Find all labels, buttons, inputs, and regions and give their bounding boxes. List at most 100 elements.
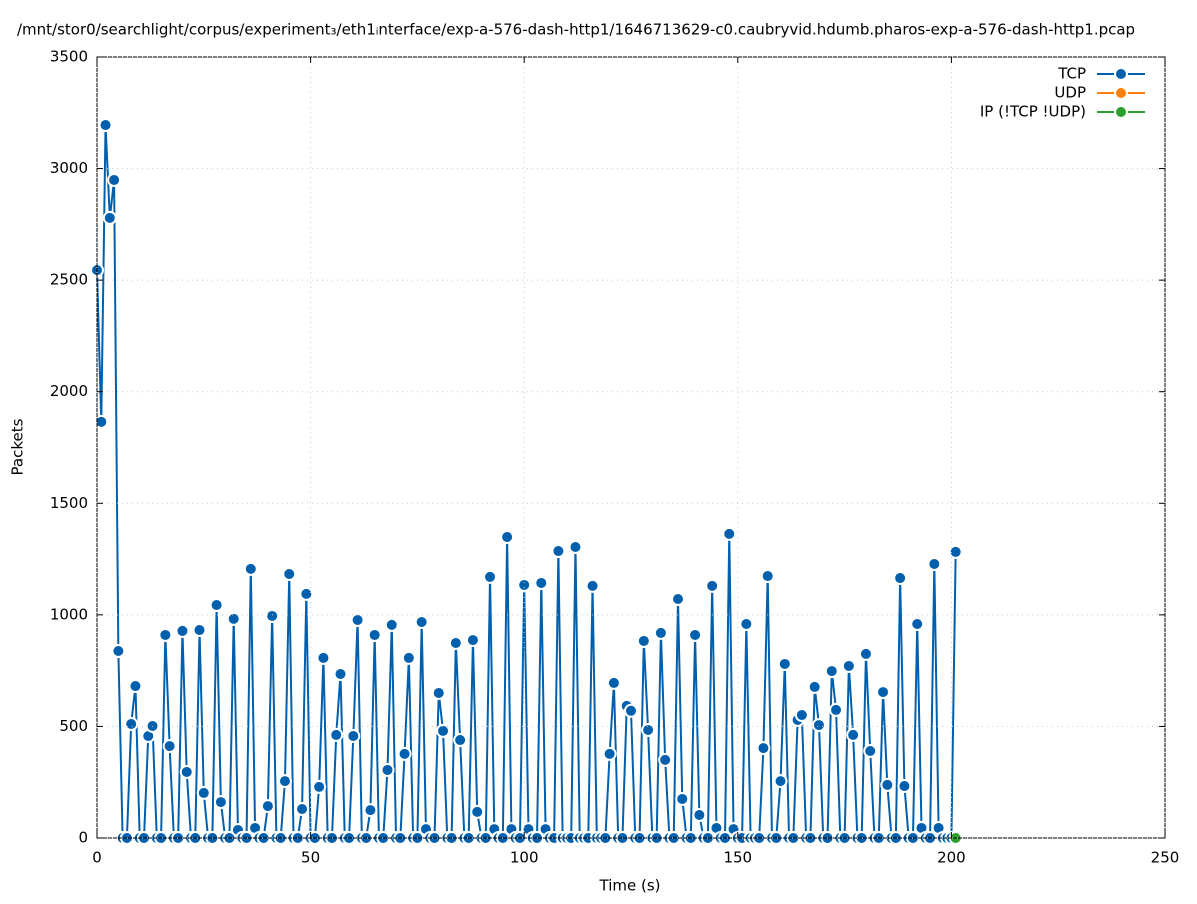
data-point <box>841 658 856 673</box>
data-point <box>436 723 451 738</box>
data-point <box>568 540 583 555</box>
data-point <box>312 779 327 794</box>
data-point <box>641 722 656 737</box>
x-tick-label: 200 <box>937 849 966 867</box>
data-point <box>585 578 600 593</box>
data-point <box>658 752 673 767</box>
x-tick-label: 50 <box>301 849 320 867</box>
data-point <box>846 727 861 742</box>
data-point <box>380 762 395 777</box>
data-point <box>794 708 809 723</box>
data-point <box>858 646 873 661</box>
data-point <box>179 764 194 779</box>
data-point <box>243 561 258 576</box>
data-point <box>384 617 399 632</box>
x-tick-label: 150 <box>723 849 752 867</box>
data-point <box>299 586 314 601</box>
data-point <box>363 803 378 818</box>
y-tick-label: 500 <box>59 717 88 735</box>
data-point <box>431 685 446 700</box>
data-point <box>829 702 844 717</box>
x-tick-label: 250 <box>1151 849 1180 867</box>
data-point <box>107 172 122 187</box>
legend-marker <box>1114 105 1128 119</box>
data-point <box>213 795 228 810</box>
data-point <box>329 727 344 742</box>
y-tick-label: 0 <box>78 829 88 847</box>
data-point <box>470 804 485 819</box>
data-point <box>760 569 775 584</box>
data-point <box>295 801 310 816</box>
data-point <box>500 529 515 544</box>
data-point <box>414 614 429 629</box>
data-point <box>688 627 703 642</box>
data-point <box>175 623 190 638</box>
data-point <box>773 774 788 789</box>
y-tick-label: 3000 <box>50 159 88 177</box>
data-point <box>196 785 211 800</box>
legend-marker <box>1114 67 1128 81</box>
y-axis-label: Packets <box>9 418 27 475</box>
data-point <box>824 664 839 679</box>
data-point <box>102 210 117 225</box>
legend-label: TCP <box>1057 65 1086 83</box>
data-point <box>636 633 651 648</box>
x-tick-label: 100 <box>510 849 539 867</box>
data-point <box>722 526 737 541</box>
data-point <box>260 799 275 814</box>
data-point <box>98 118 113 133</box>
y-tick-label: 3500 <box>50 48 88 66</box>
plot-area <box>90 118 963 845</box>
data-point <box>670 592 685 607</box>
x-axis-label: Time (s) <box>599 877 661 895</box>
data-point <box>948 544 963 559</box>
data-point <box>534 575 549 590</box>
data-point <box>401 650 416 665</box>
data-point <box>158 627 173 642</box>
data-point <box>893 571 908 586</box>
data-point <box>192 623 207 638</box>
legend-label: UDP <box>1054 84 1086 102</box>
legend-label: IP (!TCP !UDP) <box>980 103 1086 121</box>
data-point <box>209 598 224 613</box>
y-tick-label: 1500 <box>50 494 88 512</box>
data-point <box>910 617 925 632</box>
series-line <box>96 125 957 839</box>
chart-title: /mnt/stor0/searchlight/corpus/experiment… <box>17 21 1135 39</box>
data-point <box>346 729 361 744</box>
data-point <box>483 569 498 584</box>
data-point <box>876 685 891 700</box>
data-point <box>111 644 126 659</box>
data-point <box>606 675 621 690</box>
data-point <box>282 567 297 582</box>
data-point <box>675 791 690 806</box>
data-point <box>162 739 177 754</box>
data-point <box>739 617 754 632</box>
y-tick-label: 2000 <box>50 382 88 400</box>
data-point <box>692 808 707 823</box>
data-point <box>756 741 771 756</box>
x-tick-label: 0 <box>92 849 102 867</box>
data-point <box>124 716 139 731</box>
data-point <box>128 679 143 694</box>
data-point <box>705 578 720 593</box>
data-point <box>333 666 348 681</box>
y-tick-label: 2500 <box>50 271 88 289</box>
data-point <box>551 544 566 559</box>
data-point <box>897 779 912 794</box>
data-point <box>465 633 480 648</box>
data-point <box>453 733 468 748</box>
data-point <box>517 577 532 592</box>
data-point <box>226 611 241 626</box>
data-point <box>265 608 280 623</box>
legend-marker <box>1114 86 1128 100</box>
data-point <box>811 718 826 733</box>
data-point <box>350 612 365 627</box>
data-point <box>624 703 638 718</box>
data-point <box>880 777 895 792</box>
data-point <box>602 746 617 761</box>
data-point <box>777 656 792 671</box>
y-tick-label: 1000 <box>50 605 88 623</box>
data-point <box>277 774 292 789</box>
